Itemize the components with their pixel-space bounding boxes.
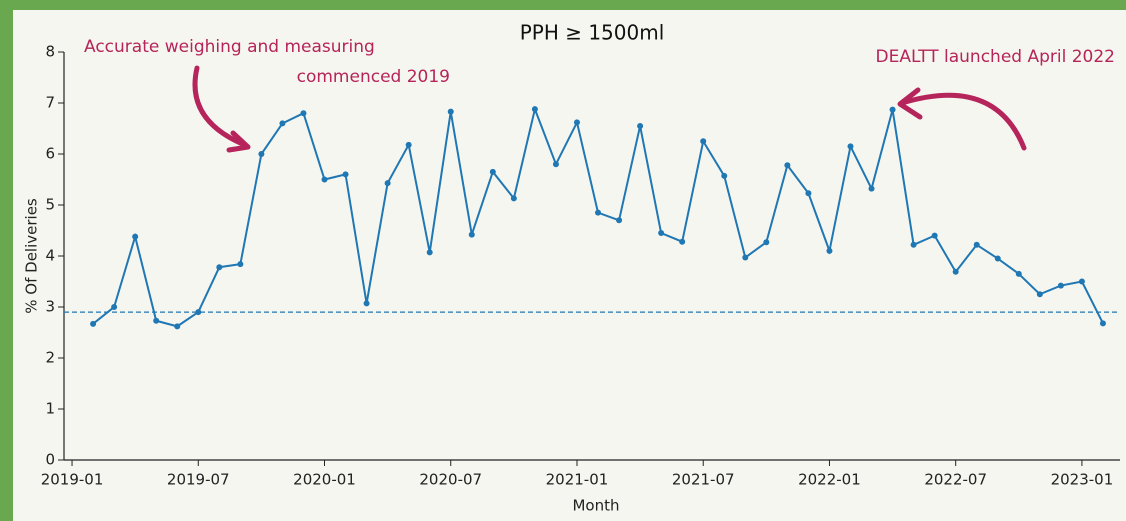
point [195, 309, 202, 316]
point [510, 195, 517, 202]
point [258, 151, 265, 157]
x-axis-label: Month [572, 497, 619, 515]
point [1099, 320, 1106, 327]
x-tick-label: 2023-01 [1051, 471, 1114, 489]
y-tick-label: 6 [45, 145, 55, 163]
arrow-head [226, 130, 251, 153]
point [637, 122, 644, 129]
point [426, 249, 433, 256]
point [763, 239, 770, 246]
x-tick-label: 2021-01 [546, 471, 609, 489]
point [111, 304, 118, 310]
point [384, 180, 391, 187]
arrow [899, 92, 1027, 151]
point [489, 168, 496, 175]
point [573, 119, 580, 126]
point [889, 106, 896, 113]
point [1057, 282, 1064, 289]
x-tick-label: 2022-01 [798, 471, 861, 489]
x-tick-label: 2019-07 [167, 471, 230, 489]
x-tick-label: 2022-07 [924, 471, 987, 489]
point [300, 110, 307, 117]
point [132, 233, 139, 240]
x-tick-label: 2021-07 [672, 471, 735, 489]
point [679, 238, 686, 245]
point [826, 247, 833, 254]
point [153, 317, 160, 324]
annotation: DEALTT launched April 2022 [876, 47, 1115, 67]
point [552, 161, 559, 168]
point [721, 172, 728, 179]
point [658, 230, 665, 237]
point [616, 217, 623, 224]
y-tick-label: 1 [45, 400, 55, 418]
point [1036, 291, 1043, 298]
y-tick-label: 0 [45, 451, 55, 469]
y-tick-label: 7 [45, 94, 55, 112]
point [931, 232, 938, 239]
y-tick-label: 3 [45, 298, 55, 316]
x-tick-label: 2019-01 [41, 471, 104, 489]
point [994, 255, 1001, 262]
point [1015, 270, 1022, 277]
point [805, 190, 812, 197]
point [742, 254, 749, 261]
chart-title: PPH ≥ 1500ml [520, 21, 665, 45]
point [973, 241, 980, 248]
point [847, 143, 854, 150]
point [342, 171, 349, 178]
panel [13, 10, 1126, 521]
y-tick-label: 4 [45, 247, 55, 265]
point [700, 138, 707, 145]
point [595, 209, 602, 216]
point [1078, 278, 1085, 285]
point [952, 268, 959, 275]
point [468, 231, 475, 238]
annotation: commenced 2019 [297, 67, 450, 87]
point [868, 185, 875, 192]
point [90, 320, 97, 327]
point [447, 108, 454, 115]
point [174, 323, 181, 330]
point [321, 176, 328, 183]
y-tick-label: 5 [45, 196, 55, 214]
point [363, 300, 370, 307]
y-tick-label: 8 [45, 43, 55, 61]
point [279, 120, 286, 127]
y-tick-label: 2 [45, 349, 55, 367]
y-axis-label: % Of Deliveries [23, 198, 41, 314]
point [784, 162, 791, 169]
annotation: Accurate weighing and measuring [84, 37, 375, 57]
point [910, 241, 917, 248]
point [216, 264, 223, 271]
x-tick-label: 2020-01 [293, 471, 356, 489]
point [237, 261, 244, 268]
arrow-head [897, 87, 923, 120]
x-tick-label: 2020-07 [419, 471, 482, 489]
arrow [192, 65, 248, 148]
point [405, 141, 412, 148]
point [531, 106, 538, 113]
